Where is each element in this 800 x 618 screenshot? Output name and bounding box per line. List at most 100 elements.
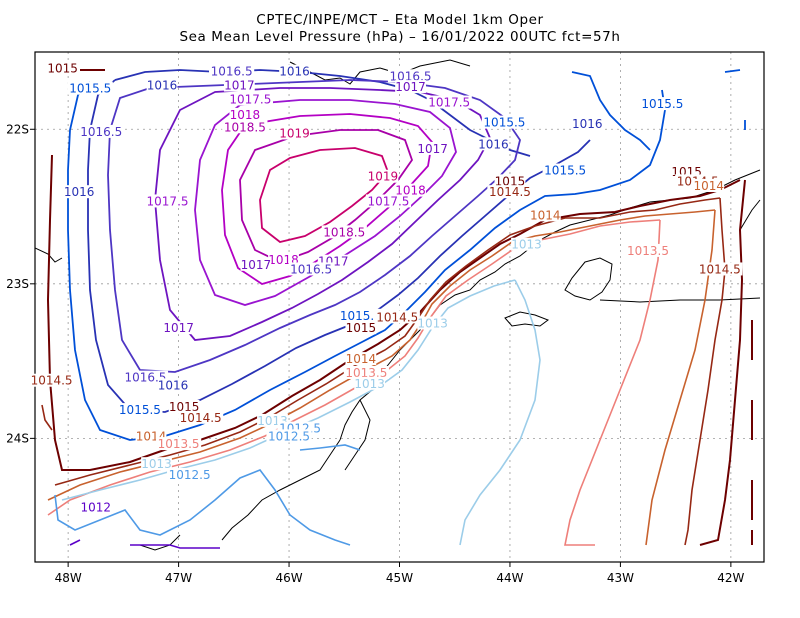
lat-tick-label: 22S xyxy=(6,122,29,136)
contour-label-bg xyxy=(374,310,420,324)
contour-label: 1013.5 xyxy=(158,437,200,451)
contour-label: 1014.5 xyxy=(699,262,741,276)
contour-label-bg xyxy=(395,80,426,94)
isobar-1013 xyxy=(61,279,541,546)
isobar-1013-5-coast xyxy=(47,219,661,516)
isobar-1013-5-east xyxy=(564,219,661,546)
contour-label: 1018 xyxy=(230,108,261,122)
contour-label-bg xyxy=(229,107,261,121)
isobar-1013-coast xyxy=(61,279,516,501)
contour-label-bg xyxy=(571,117,603,131)
contour-label: 1016 xyxy=(158,378,189,392)
contour-label-bg xyxy=(367,169,399,183)
contour-label-bg xyxy=(279,126,310,140)
lon-tick-label: 44W xyxy=(496,571,523,585)
contour-label: 1016.5 xyxy=(290,262,332,276)
lon-tick-label: 45W xyxy=(386,571,413,585)
isobar-1017-5-loop xyxy=(194,99,457,306)
contour-label: 1019 xyxy=(279,126,310,140)
contour-label-bg xyxy=(28,373,75,387)
isobar-1014-east xyxy=(645,209,716,546)
contour-label: 1017 xyxy=(417,142,448,156)
contour-label-bg xyxy=(117,403,163,417)
contour-label: 1013.5 xyxy=(345,366,387,380)
border-east xyxy=(739,199,761,231)
contour-label-bg xyxy=(481,115,528,129)
contour-label-bg xyxy=(78,124,124,138)
contour-label: 1015 xyxy=(169,400,200,414)
isobar-1012-5-east xyxy=(299,444,361,451)
contour-label: 1016 xyxy=(279,65,310,79)
contour-label-bg xyxy=(639,97,685,111)
border-north xyxy=(289,59,471,85)
contour-label: 1017.5 xyxy=(229,92,271,106)
contour-label-bg xyxy=(47,61,79,75)
isobar-1015-5-loop xyxy=(67,81,666,441)
isobar-1014-coast xyxy=(47,209,716,501)
contour-label-bg xyxy=(417,316,449,330)
border-west xyxy=(35,247,63,263)
contour-label: 1016 xyxy=(478,137,509,151)
contour-label: 1018.5 xyxy=(224,120,266,134)
contour-label: 1012.5 xyxy=(268,429,310,443)
contour-label-bg xyxy=(178,410,224,424)
contour-label-bg xyxy=(345,352,377,366)
isobar-1015-5 xyxy=(67,69,746,441)
contour-label: 1017 xyxy=(395,80,426,94)
contour-label-bg xyxy=(146,78,178,92)
contour-label: 1016.5 xyxy=(211,65,253,79)
contour-label: 1018.5 xyxy=(323,225,365,239)
contour-label-bg xyxy=(163,321,194,335)
contour-label-bg xyxy=(426,95,472,109)
contour-label-bg xyxy=(279,64,310,78)
contour-label: 1013 xyxy=(511,238,542,252)
contour-label-bg xyxy=(693,179,725,192)
isobar-1012 xyxy=(69,539,220,549)
contour-label: 1015 xyxy=(47,62,78,76)
isobar-1013-5 xyxy=(47,219,661,546)
contour-label-bg xyxy=(345,321,377,335)
lon-tick-label: 42W xyxy=(717,571,744,585)
contour-label: 1015 xyxy=(495,174,526,188)
contour-label: 1014.5 xyxy=(180,411,222,425)
contour-label-bg xyxy=(365,194,412,208)
contour-label-bg xyxy=(167,468,213,481)
coastline-lagoon xyxy=(564,257,613,301)
coastline-bay xyxy=(344,399,371,471)
contour-label-bg xyxy=(144,194,191,208)
contour-label: 1013 xyxy=(141,457,172,471)
isobar-1014 xyxy=(47,209,716,546)
contour-label: 1016.5 xyxy=(124,371,166,385)
contour-label: 1013.5 xyxy=(627,244,669,258)
contour-label: 1015 xyxy=(346,321,377,335)
isobar-1019-loop xyxy=(259,147,390,243)
contour-label: 1019 xyxy=(368,170,399,184)
contour-label: 1016 xyxy=(147,79,178,93)
contour-label: 1015.5 xyxy=(119,403,161,417)
contour-label-bg xyxy=(697,262,743,276)
contour-label-bg xyxy=(240,257,272,271)
contour-label: 1014 xyxy=(346,352,377,366)
isobar-1017-loop xyxy=(154,87,492,341)
isobar-1012-south xyxy=(69,539,220,549)
isobar-1015-5-coastal xyxy=(571,71,651,151)
isobar-1018-5-loop xyxy=(239,129,414,263)
lat-tick-label: 24S xyxy=(6,431,29,445)
isobar-1014-5-coast xyxy=(54,197,721,486)
coastline-south xyxy=(139,534,181,551)
contour-label-bg xyxy=(67,81,113,95)
contour-label-bg xyxy=(542,163,588,177)
contour-label: 1017 xyxy=(163,321,194,335)
title-line-2: Sea Mean Level Pressure (hPa) – 16/01/20… xyxy=(179,29,621,45)
coastline-east xyxy=(599,297,761,303)
contour-label-bg xyxy=(157,378,189,392)
lon-tick-label: 47W xyxy=(165,571,192,585)
contour-label-bg xyxy=(494,174,526,188)
isobar-1014-5-east xyxy=(684,197,726,546)
contour-label-bg xyxy=(487,185,533,199)
contour-label: 1014.5 xyxy=(376,310,418,324)
contour-label: 1015.5 xyxy=(641,97,683,111)
contour-label-bg xyxy=(168,400,200,413)
